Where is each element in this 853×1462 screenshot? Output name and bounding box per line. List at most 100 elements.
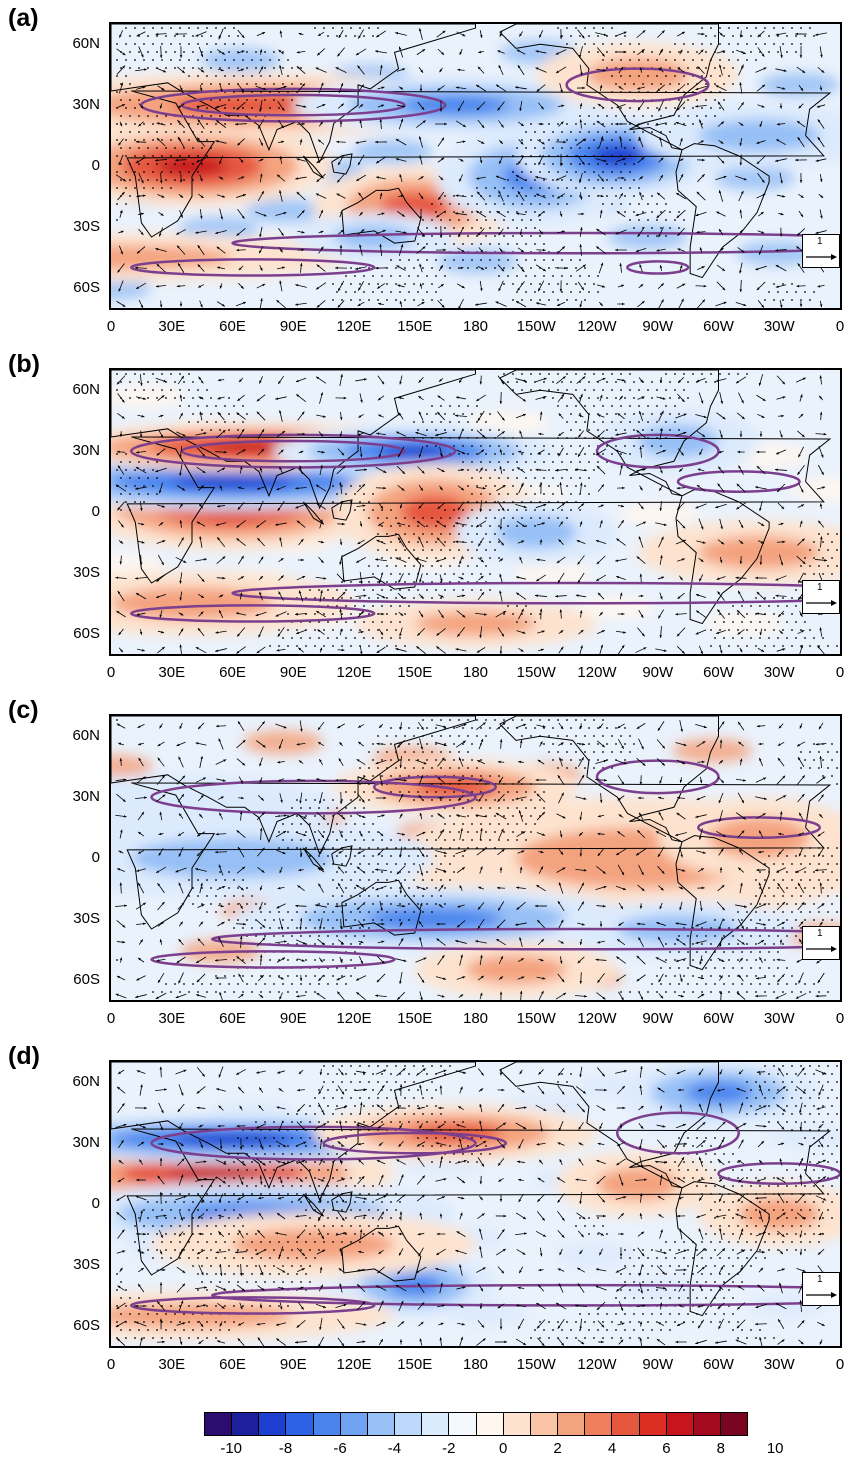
reference-vector-box: 1 (802, 926, 840, 960)
map-frame: 1 (109, 368, 842, 656)
x-tick-label: 30E (158, 664, 186, 681)
colorbar-label: -6 (333, 1440, 347, 1457)
x-tick-label: 30E (158, 1356, 186, 1373)
panel-label: (b) (8, 350, 40, 378)
colorbar-label: 6 (662, 1440, 671, 1457)
y-tick-label: 60N (72, 727, 100, 745)
reference-vector-value: 1 (817, 928, 823, 939)
x-tick-label: 180 (462, 1356, 489, 1373)
x-tick-label: 0 (106, 664, 116, 681)
y-tick-label: 60N (72, 1073, 100, 1091)
x-tick-label: 90W (642, 1010, 674, 1027)
x-tick-label: 60E (219, 1010, 246, 1027)
x-tick-label: 0 (835, 1356, 845, 1373)
x-tick-label: 120W (577, 318, 617, 335)
colorbar-cell (259, 1413, 287, 1435)
x-tick-label: 90W (642, 318, 674, 335)
colorbar-cell (693, 1413, 721, 1435)
colorbar-label: -10 (220, 1440, 243, 1457)
y-tick-label: 0 (91, 1195, 100, 1212)
colorbar-cell (639, 1413, 667, 1435)
panel-label: (c) (8, 696, 39, 724)
y-tick-label: 30N (72, 442, 100, 460)
x-tick-label: 90E (279, 1010, 307, 1027)
x-tick-label: 0 (106, 1010, 116, 1027)
x-tick-label: 30W (763, 1010, 795, 1027)
x-tick-label: 60E (219, 1356, 246, 1373)
coastlines (111, 716, 832, 971)
colorbar-label: 2 (553, 1440, 562, 1457)
reference-arrow-icon (806, 254, 837, 260)
map-frame: 1 (109, 714, 842, 1002)
y-tick-label: 30S (73, 909, 100, 927)
y-tick-label: 60N (72, 35, 100, 53)
colorbar-cell (367, 1413, 396, 1435)
x-tick-label: 150W (516, 318, 556, 335)
y-tick-label: 60S (73, 278, 100, 296)
y-tick-label: 30N (72, 788, 100, 806)
panel-a: (a) 1 60N 30N 0 30S 60S 0 30E 60E 90E 120E 150E 180 1… (0, 0, 853, 340)
colorbar-cell (422, 1413, 450, 1435)
reference-vector-value: 1 (817, 236, 823, 247)
map-frame: 1 (109, 22, 842, 310)
y-tick-label: 60S (73, 1316, 100, 1334)
x-tick-label: 0 (835, 664, 845, 681)
colorbar-cell (585, 1413, 613, 1435)
reference-vector-value: 1 (817, 582, 823, 593)
x-tick-label: 180 (462, 664, 489, 681)
colorbar-cell (558, 1413, 586, 1435)
colorbar-cell (286, 1413, 314, 1435)
jet-contours (130, 433, 840, 623)
colorbar-cell (340, 1413, 368, 1435)
x-tick-label: 90E (279, 318, 307, 335)
y-tick-label: 30S (73, 217, 100, 235)
x-tick-label: 90E (279, 664, 307, 681)
colorbar (204, 1412, 748, 1436)
y-tick-label: 60S (73, 624, 100, 642)
reference-vector-box: 1 (802, 580, 840, 614)
x-tick-label: 150E (397, 318, 433, 335)
wind-vectors (115, 1066, 827, 1346)
reference-vector-value: 1 (817, 1274, 823, 1285)
reference-vector-box: 1 (802, 1272, 840, 1306)
x-tick-label: 60W (703, 1356, 734, 1373)
y-tick-label: 0 (91, 849, 100, 866)
reference-vector-box: 1 (802, 234, 840, 268)
colorbar-label: -8 (278, 1440, 293, 1457)
reference-arrow-icon (806, 600, 837, 606)
y-tick-label: 60N (72, 381, 100, 399)
x-tick-label: 0 (106, 318, 116, 335)
colorbar-label: 4 (607, 1440, 617, 1457)
x-tick-label: 60E (219, 318, 246, 335)
y-tick-label: 0 (91, 157, 100, 174)
colorbar-label: 0 (499, 1440, 508, 1457)
panel-c: (c) 1 60N 30N 0 30S 60S 0 30E 60E 90E 120E 150E 180 1… (0, 692, 853, 1032)
colorbar-label: 10 (766, 1440, 784, 1457)
x-tick-label: 30E (158, 318, 186, 335)
coastlines (111, 370, 832, 625)
x-tick-label: 120E (336, 1010, 372, 1027)
colorbar-label: -4 (387, 1440, 402, 1457)
panel-d: (d) 1 60N 30N 0 30S 60S 0 30E 60E 90E 120E 150E 180 1… (0, 1038, 853, 1378)
colorbar-cell (205, 1413, 233, 1435)
y-tick-label: 0 (91, 503, 100, 520)
y-tick-label: 30N (72, 1134, 100, 1152)
colorbar-cell (612, 1413, 640, 1435)
anomaly-shading (111, 40, 840, 300)
y-tick-label: 30N (72, 96, 100, 114)
coastlines (111, 1062, 832, 1317)
x-tick-label: 0 (835, 1010, 845, 1027)
reference-arrow-icon (806, 946, 837, 952)
colorbar-cell (313, 1413, 341, 1435)
x-tick-label: 60W (703, 1010, 734, 1027)
x-tick-label: 150E (397, 1010, 433, 1027)
x-tick-label: 0 (835, 318, 845, 335)
x-tick-label: 150W (516, 1356, 556, 1373)
colorbar-label: -2 (442, 1440, 456, 1457)
y-tick-label: 60S (73, 970, 100, 988)
x-tick-label: 120E (336, 318, 372, 335)
x-tick-label: 60W (703, 664, 734, 681)
x-tick-label: 30E (158, 1010, 186, 1027)
coastlines (111, 24, 832, 279)
x-tick-label: 30W (763, 318, 795, 335)
